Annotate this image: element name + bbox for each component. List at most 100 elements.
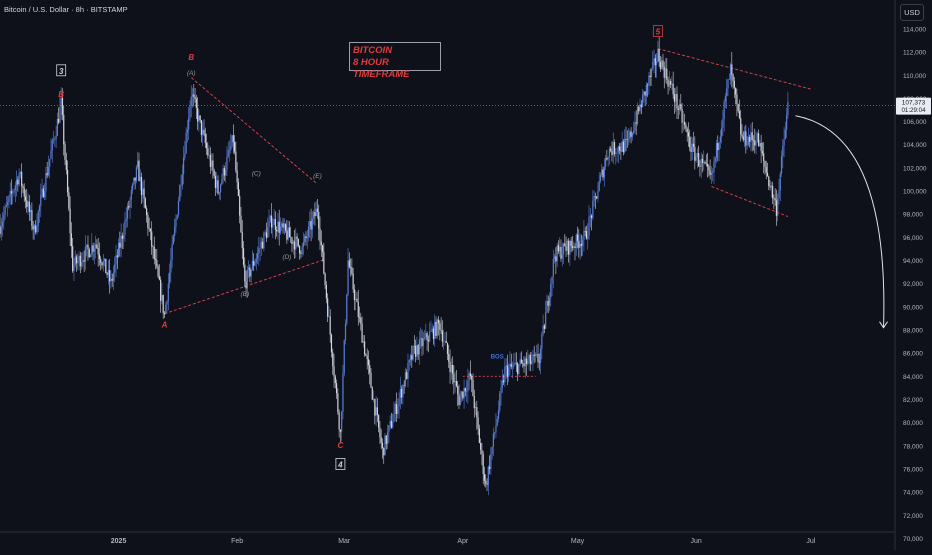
candle-body [26, 200, 28, 207]
candle-body [302, 242, 305, 247]
candle-body [200, 120, 203, 136]
candle-body [732, 74, 734, 81]
candle-body [365, 354, 367, 356]
candle-body [494, 432, 496, 434]
symbol-header[interactable]: Bitcoin / U.S. Dollar · 8h · BITSTAMP [4, 5, 128, 14]
candle-body [691, 143, 693, 152]
candle-body [356, 298, 358, 303]
candle-body [18, 173, 20, 185]
candle-body [140, 176, 143, 195]
candle-body [487, 466, 489, 485]
candle-body [37, 211, 39, 227]
candle-body [52, 139, 55, 141]
candle-body [673, 94, 676, 102]
candle-body [277, 221, 279, 232]
candle-body [134, 177, 136, 181]
candle-body [101, 262, 103, 266]
candle-body [325, 285, 327, 299]
candle-body [324, 273, 326, 286]
candle-body [667, 79, 669, 87]
x-tick-label: Jun [690, 538, 701, 545]
candle-body [650, 68, 653, 78]
candle-body [268, 220, 270, 228]
candle-body [211, 160, 213, 167]
candle-body [152, 246, 154, 248]
candle-body [480, 442, 482, 450]
candle-body [566, 240, 568, 251]
candle-body [502, 380, 505, 383]
candle-body [379, 427, 381, 438]
candle-body [256, 253, 259, 259]
candle-body [418, 339, 421, 355]
candle-body [619, 146, 621, 151]
candle-body [662, 60, 664, 67]
candle-body [783, 139, 785, 146]
candle-body [500, 387, 502, 394]
candle-body [735, 87, 737, 95]
candle-body [263, 232, 265, 249]
candle-body [611, 150, 613, 155]
candle-body [304, 236, 306, 243]
candle-body [635, 122, 637, 124]
candle-body [207, 148, 209, 156]
candle-body [426, 333, 428, 341]
candle-body [638, 106, 640, 112]
candle-body [486, 483, 488, 485]
candle-body [615, 153, 617, 154]
candle-body [686, 128, 688, 133]
candle-body [314, 212, 316, 217]
candle-body [603, 166, 605, 178]
candle-body [394, 403, 396, 414]
candle-body [458, 393, 460, 406]
currency-button[interactable]: USD [900, 4, 924, 21]
candle-body [22, 185, 24, 188]
wave-label: A [161, 320, 168, 329]
candle-body [585, 231, 588, 239]
candle-body [689, 136, 691, 148]
candle-body [318, 211, 320, 229]
candle-body [545, 312, 547, 329]
candle-body [775, 200, 778, 216]
candle-body [417, 345, 419, 355]
candle-body [193, 94, 195, 97]
candle-body [144, 198, 146, 209]
candle-body [172, 235, 174, 244]
candle-body [332, 352, 334, 367]
candle-body [501, 380, 503, 388]
candle-body [179, 185, 181, 201]
candle-body [209, 154, 211, 167]
candle-body [250, 269, 252, 277]
candle-body [163, 312, 166, 314]
candle-body [627, 138, 630, 140]
candle-body [87, 244, 89, 250]
wave-label: C [338, 441, 344, 450]
candle-body [225, 169, 227, 176]
candle-body [536, 354, 538, 355]
candle-body [31, 209, 33, 226]
candle-body [330, 334, 333, 353]
candle-body [473, 396, 475, 409]
candle-body [524, 358, 526, 367]
candle-body [89, 254, 92, 258]
candle-body [133, 177, 135, 184]
candle-body [745, 131, 747, 146]
candle-body [138, 160, 140, 182]
candle-body [146, 208, 148, 216]
candle-body [239, 195, 241, 216]
candle-body [578, 240, 580, 248]
candle-body [395, 403, 398, 415]
candle-body [617, 146, 619, 153]
candle-body [237, 182, 240, 196]
candle-body [269, 215, 271, 221]
candle-body [181, 174, 183, 186]
wave-label-box [56, 64, 67, 77]
candle-body [50, 150, 52, 159]
candle-body [778, 190, 780, 199]
candle-body [212, 160, 214, 171]
candle-body [457, 386, 459, 394]
candle-body [339, 429, 342, 432]
candle-body [555, 256, 557, 262]
candle-body [705, 163, 707, 165]
